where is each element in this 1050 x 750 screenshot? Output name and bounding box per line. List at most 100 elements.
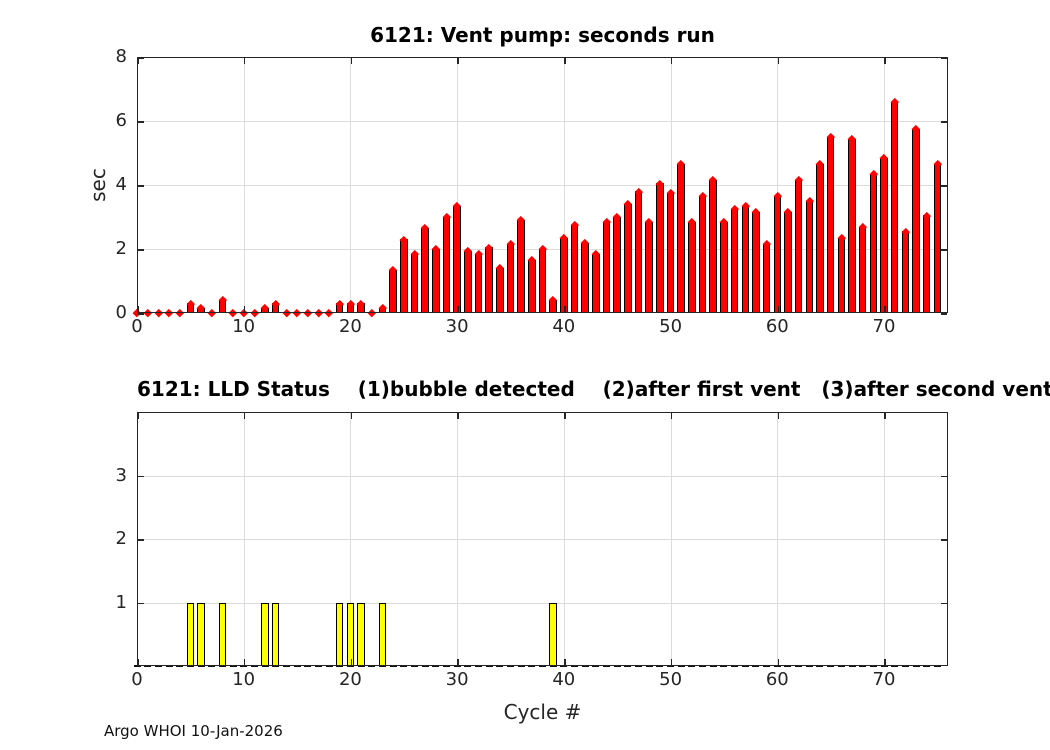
bar [848,138,856,313]
zero-dash-marker [421,664,429,668]
zero-dash-marker [282,664,290,668]
bar [645,221,653,313]
bar [592,253,600,313]
zero-dash-marker [368,664,376,668]
bar [826,137,835,313]
x-tick-label: 50 [659,316,683,337]
zero-dash-marker [624,664,632,668]
x-tick-label: 30 [445,669,469,690]
zero-dash-marker [432,664,440,668]
y-tick-label: 1 [115,591,127,613]
x-tick-label: 20 [338,669,362,690]
bar [816,164,824,313]
zero-dash-marker [571,664,578,668]
bar [581,242,589,313]
zero-dash-marker [752,664,760,668]
zero-dash-marker [720,664,728,668]
zero-dash-marker [485,664,493,668]
zero-dash-marker [325,664,333,668]
zero-dash-marker [507,664,514,668]
bar [496,268,504,313]
bar [720,221,728,313]
zero-dash-marker [869,664,877,668]
zero-dash-marker [410,664,418,668]
zero-dash-marker [581,664,589,668]
bar [186,602,195,666]
zero-dash-marker [784,664,792,668]
bar [560,237,568,313]
gridline-horizontal [137,121,948,122]
diamond-marker [293,309,302,317]
zero-dash-marker [528,664,536,668]
bar [933,164,942,313]
bar [922,215,931,313]
zero-dash-marker [165,664,173,668]
zero-dash-marker [613,664,621,668]
y-tick-label: 2 [115,238,127,259]
gridline-horizontal [137,602,948,604]
bar [656,183,664,313]
bar [613,217,621,313]
bar [506,244,515,313]
zero-dash-marker [517,664,525,668]
zero-dash-marker [933,664,941,668]
bar [773,196,782,313]
gridline-horizontal [137,475,948,477]
zero-dash-marker [923,664,931,668]
zero-dash-marker [208,664,216,668]
bar [784,212,792,313]
zero-dash-marker [827,664,835,668]
bar [837,237,846,313]
x-tick-label: 30 [445,316,469,337]
zero-dash-marker [859,664,867,668]
bar [805,201,814,313]
zero-dash-marker [592,664,600,668]
zero-dash-marker [389,664,397,668]
bottom-plot-area [133,412,948,668]
zero-dash-marker [250,664,258,668]
zero-dash-marker [848,664,856,668]
zero-dash-marker [453,664,461,668]
bar [624,204,632,313]
bar [741,205,750,313]
y-tick-label: 0 [115,302,127,323]
bar [666,193,675,313]
gridline-horizontal [137,539,948,540]
footer-text: Argo WHOI 10-Jan-2026 [104,722,283,740]
zero-dash-marker [816,664,824,668]
bar [197,602,205,666]
x-tick-label: 10 [232,316,256,337]
bar [389,269,397,313]
bar [442,217,451,313]
zero-dash-marker [400,664,408,668]
x-tick-label: 10 [232,669,256,690]
zero-dash-marker [293,664,301,668]
bar [421,228,429,313]
bar [752,212,760,313]
zero-dash-marker [741,664,749,668]
bar [335,602,344,666]
bar [762,244,771,313]
zero-dash-marker [229,664,237,668]
zero-dash-marker [464,664,472,668]
x-tick-label: 70 [872,316,896,337]
bar [730,209,739,313]
bar [709,180,717,313]
bottom-chart-title: 6121: LLD Status (1)bubble detected (2)a… [137,377,1050,401]
bar [528,260,536,313]
bar [218,602,227,666]
bar [464,250,472,313]
y-tick-label: 3 [115,464,127,486]
bar [453,205,461,313]
zero-dash-marker [603,664,610,668]
bar [912,129,920,313]
bar [517,220,525,313]
y-tick-label: 4 [115,174,127,195]
zero-dash-marker [144,664,152,668]
bar [570,225,579,313]
zero-dash-marker [656,664,664,668]
zero-dash-marker [795,664,803,668]
zero-dash-marker [475,664,482,668]
zero-dash-marker [314,664,322,668]
